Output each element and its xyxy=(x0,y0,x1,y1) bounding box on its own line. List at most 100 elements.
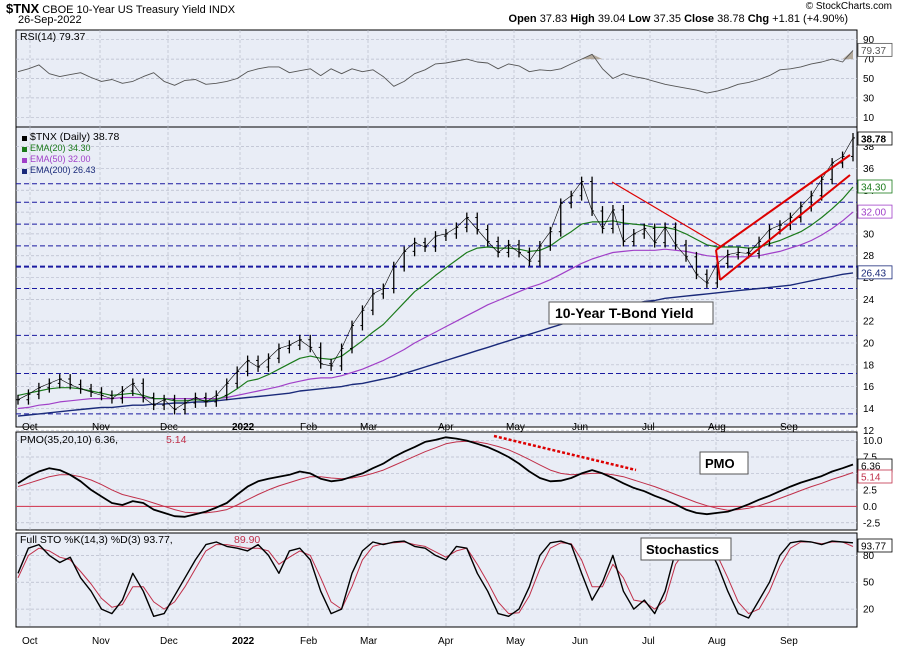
sto-last-value: 93.77 xyxy=(861,542,886,553)
legend-swatch xyxy=(22,147,27,152)
x-tick-label-bottom: Nov xyxy=(92,636,110,647)
open-label: Open xyxy=(508,13,537,25)
rsi-tick-label: 30 xyxy=(863,93,875,104)
price-tick-label: 24 xyxy=(863,295,875,306)
price-last-value-box xyxy=(857,131,893,146)
x-tick-label-bottom: Jun xyxy=(572,636,588,647)
price-panel-frame xyxy=(15,126,858,428)
rsi-tick-label: 50 xyxy=(863,74,875,85)
ema20-last-value-box xyxy=(857,179,893,194)
ema200-legend: EMA(200) 26.43 xyxy=(30,165,96,175)
pmo-signal-line xyxy=(17,440,854,514)
price-tick-label: 22 xyxy=(863,317,875,328)
sto-panel-title: Full STO %K(14,3) %D(3) 93.77, xyxy=(20,534,173,546)
x-tick-label-bottom: Apr xyxy=(438,636,454,647)
price-tick-label: 18 xyxy=(863,360,875,371)
ema50-last-value: 32.00 xyxy=(861,208,886,219)
x-tick-label: May xyxy=(506,422,525,433)
pmo-annotation-box xyxy=(699,451,749,475)
pmo-tick-label: 0.0 xyxy=(863,502,877,513)
x-tick-label: Feb xyxy=(300,422,318,433)
x-tick-label: Aug xyxy=(708,422,726,433)
sto-tick-label: 80 xyxy=(863,551,875,562)
price-tick-label: 16 xyxy=(863,382,875,393)
exchange-label: INDX xyxy=(208,4,236,16)
price-panel-title: $TNX (Daily) 38.78 xyxy=(30,131,119,143)
x-tick-label: Dec xyxy=(160,422,178,433)
sto-last-value-box xyxy=(857,538,893,553)
price-last-value: 38.78 xyxy=(861,135,886,146)
pmo-line xyxy=(17,436,854,518)
price-tick-label: 14 xyxy=(863,404,875,415)
low-value: 37.35 xyxy=(653,13,682,25)
x-tick-label: Oct xyxy=(22,422,38,433)
pmo-tick-label: 10.0 xyxy=(863,436,883,447)
ema20-legend: EMA(20) 34.30 xyxy=(30,143,91,153)
price-tick-label: 20 xyxy=(863,339,875,350)
legend-swatch xyxy=(22,136,27,141)
pmo-signal-last-value-box xyxy=(857,469,893,484)
pmo-signal-last-value: 5.14 xyxy=(861,473,881,484)
symbol-label: $TNX xyxy=(6,1,40,16)
x-tick-label-bottom: Dec xyxy=(160,636,178,647)
x-tick-label: Nov xyxy=(92,422,110,433)
chart-header-title: $TNX CBOE 10-Year US Treasury Yield INDX xyxy=(6,1,235,16)
watermark: © StockCharts.com xyxy=(805,1,892,12)
rsi-tick-label: 90 xyxy=(863,35,875,46)
x-tick-label-bottom: Feb xyxy=(300,636,318,647)
price-tick-label: 36 xyxy=(863,164,875,175)
close-label: Close xyxy=(684,13,715,25)
x-tick-label-bottom: Mar xyxy=(360,636,378,647)
ohlc-summary: Open 37.83 High 39.04 Low 37.35 Close 38… xyxy=(509,13,848,25)
rsi-last-value: 79.37 xyxy=(861,46,886,57)
declining-trendline xyxy=(611,181,723,248)
x-tick-label-bottom: Sep xyxy=(780,636,798,647)
price-line xyxy=(17,137,854,410)
x-tick-label: Mar xyxy=(360,422,378,433)
high-label: High xyxy=(570,13,595,25)
x-tick-label: Sep xyxy=(780,422,798,433)
chart-date: 26-Sep-2022 xyxy=(18,14,82,26)
pmo-tick-label: 2.5 xyxy=(863,485,877,496)
ema20-last-value: 34.30 xyxy=(861,183,886,194)
ema20-line xyxy=(17,186,854,402)
symbol-name: CBOE 10-Year US Treasury Yield xyxy=(42,4,206,16)
open-value: 37.83 xyxy=(539,13,568,25)
close-value: 38.78 xyxy=(717,13,745,25)
annotation-box xyxy=(548,301,714,325)
x-tick-label-bottom: Oct xyxy=(22,636,38,647)
rsi-tick-label: 70 xyxy=(863,55,875,66)
rsi-tick-label: 10 xyxy=(863,113,875,124)
sto-annotation-box xyxy=(640,537,732,561)
sto-annotation-label: Stochastics xyxy=(646,542,719,557)
x-tick-label-bottom: Jul xyxy=(642,636,655,647)
pmo-annotation-label: PMO xyxy=(705,456,735,471)
x-tick-label: Jun xyxy=(572,422,588,433)
ema200-last-value-box xyxy=(857,265,893,280)
pmo-last-value: 6.36 xyxy=(861,462,881,473)
price-tick-label: 12 xyxy=(863,426,875,437)
sto-tick-label: 20 xyxy=(863,605,875,616)
price-tick-label: 28 xyxy=(863,251,875,262)
ema200-line xyxy=(17,272,854,417)
rsi-line xyxy=(17,50,854,94)
pmo-divergence-line xyxy=(493,434,637,472)
legend-swatch xyxy=(22,169,27,174)
pmo-tick-label: -2.5 xyxy=(863,518,881,529)
ema50-last-value-box xyxy=(857,204,893,219)
high-value: 39.04 xyxy=(597,13,626,25)
pmo-signal-title-value: 5.14 xyxy=(166,434,187,446)
x-tick-label: Jul xyxy=(642,422,655,433)
ema50-legend: EMA(50) 32.00 xyxy=(30,154,91,164)
legend-swatch xyxy=(22,158,27,163)
rising-channel-cap xyxy=(715,249,721,281)
rsi-panel-title: RSI(14) 79.37 xyxy=(20,31,86,43)
x-tick-label: Apr xyxy=(438,422,454,433)
pmo-panel-title: PMO(35,20,10) 6.36, xyxy=(20,434,118,446)
x-tick-label-bottom: 2022 xyxy=(232,636,255,647)
sto-tick-label: 50 xyxy=(863,578,875,589)
price-tick-label: 38 xyxy=(863,142,875,153)
chg-label: Chg xyxy=(747,13,770,25)
rising-channel-lower xyxy=(719,174,851,281)
